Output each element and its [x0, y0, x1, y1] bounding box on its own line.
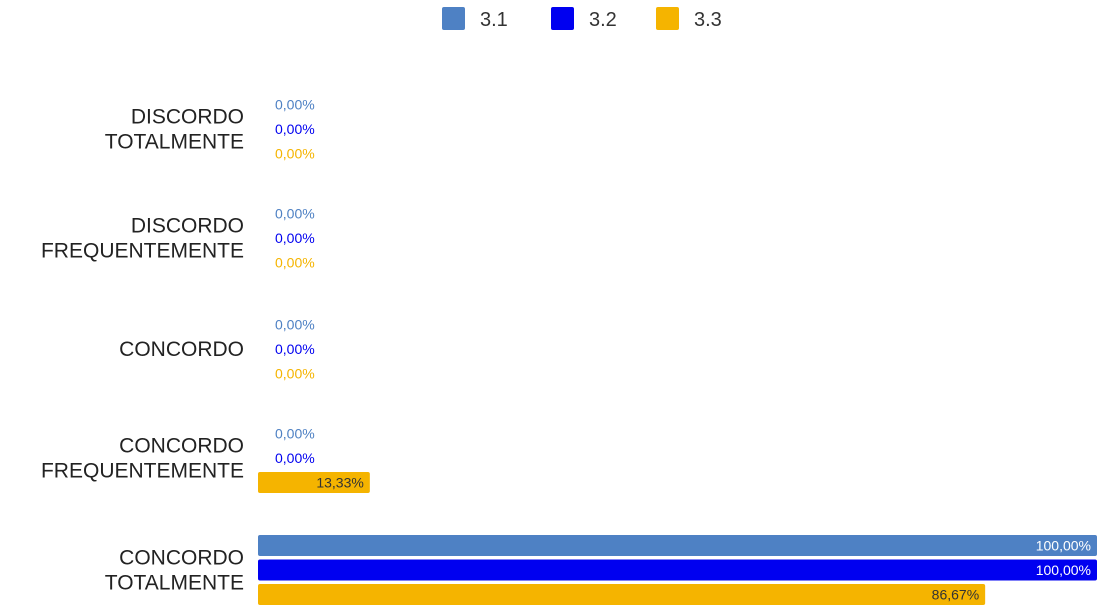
- category-label: FREQUENTEMENTE: [41, 240, 244, 263]
- category-labels: DISCORDOTOTALMENTEDISCORDOFREQUENTEMENTE…: [41, 106, 244, 595]
- data-label: 0,00%: [275, 255, 315, 271]
- category-label: TOTALMENTE: [105, 131, 244, 154]
- legend-label: 3.2: [589, 9, 617, 31]
- category-label: FREQUENTEMENTE: [41, 460, 244, 483]
- category-label: TOTALMENTE: [105, 572, 244, 595]
- data-label: 0,00%: [275, 366, 315, 382]
- legend-swatch: [442, 7, 465, 30]
- bar-3-3: [258, 472, 370, 493]
- legend-item-3-3: 3.3: [656, 7, 722, 31]
- data-label: 0,00%: [275, 121, 315, 137]
- data-label: 0,00%: [275, 230, 315, 246]
- legend-swatch: [551, 7, 574, 30]
- data-label: 100,00%: [1036, 562, 1091, 578]
- legend-label: 3.3: [694, 9, 722, 31]
- chart-bars: [258, 472, 1097, 605]
- legend-swatch: [656, 7, 679, 30]
- category-label: CONCORDO: [119, 547, 244, 570]
- data-label: 100,00%: [1036, 538, 1091, 554]
- data-label: 0,00%: [275, 450, 315, 466]
- category-label: DISCORDO: [131, 215, 244, 238]
- legend-label: 3.1: [480, 9, 508, 31]
- data-label: 0,00%: [275, 206, 315, 222]
- category-label: CONCORDO: [119, 435, 244, 458]
- legend-item-3-1: 3.1: [442, 7, 508, 31]
- data-label: 0,00%: [275, 97, 315, 113]
- data-label: 86,67%: [932, 587, 979, 603]
- data-label: 0,00%: [275, 146, 315, 162]
- bar-3-1: [258, 535, 1097, 556]
- category-label: CONCORDO: [119, 338, 244, 361]
- bar-3-2: [258, 559, 1097, 581]
- chart-legend: 3.1 3.2 3.3: [442, 7, 722, 31]
- bar-3-3: [258, 584, 986, 605]
- category-label: DISCORDO: [131, 106, 244, 129]
- data-label: 0,00%: [275, 317, 315, 333]
- data-label: 0,00%: [275, 341, 315, 357]
- data-label: 0,00%: [275, 426, 315, 442]
- data-labels: 0,00% 0,00% 0,00% 0,00% 0,00% 0,00% 0,00% 0,00%…: [275, 97, 1091, 603]
- data-label: 13,33%: [316, 475, 363, 491]
- legend-item-3-2: 3.2: [551, 7, 617, 31]
